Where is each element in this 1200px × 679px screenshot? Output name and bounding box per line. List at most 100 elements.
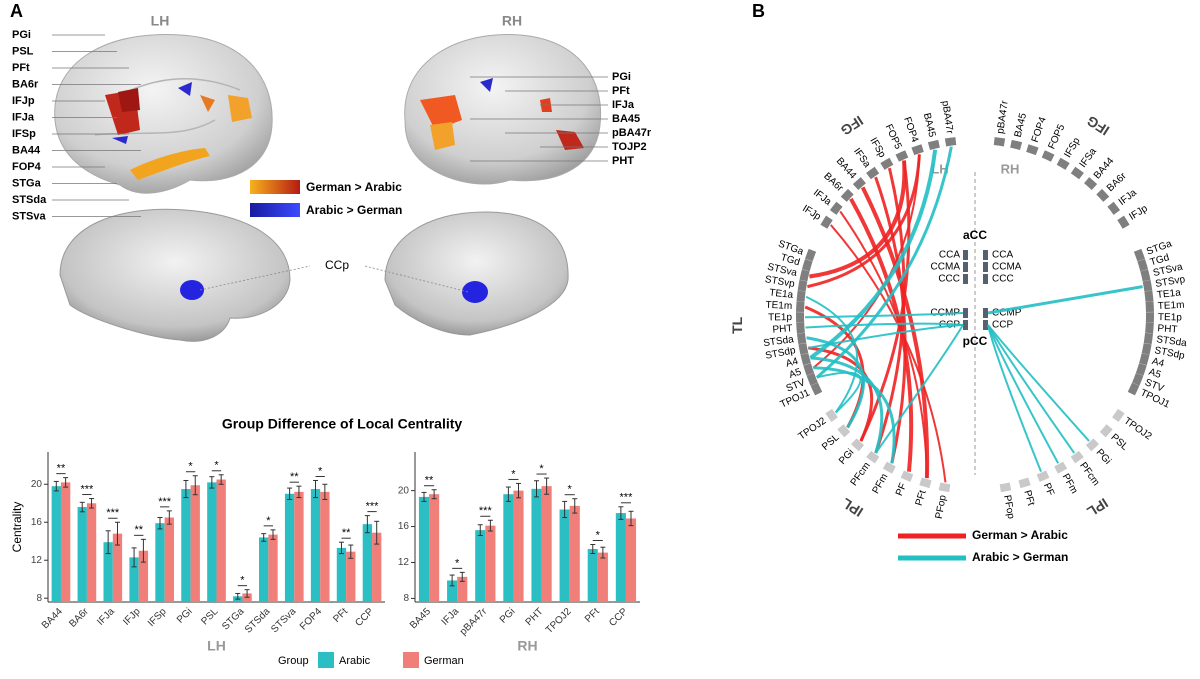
region-segment [1000, 486, 1010, 488]
region-label: PSL [820, 432, 842, 453]
region-label: PGi [12, 29, 31, 41]
region-label: IFJp [1127, 203, 1150, 223]
region-label: TPOJ2 [1122, 416, 1154, 443]
y-tick-label: 20 [398, 485, 410, 496]
region-segment [1103, 427, 1110, 435]
group-label: IFG [1084, 113, 1112, 139]
midline-label: CCMA [992, 262, 1022, 273]
x-tick-label: PGi [175, 606, 195, 626]
midline-label: CCC [992, 274, 1014, 285]
region-segment [844, 192, 851, 200]
region-label: IFSp [867, 136, 887, 160]
significance-label: *** [106, 507, 120, 519]
y-tick-label: 8 [36, 593, 42, 604]
bar [155, 523, 164, 602]
x-tick-label: CCP [353, 606, 376, 629]
y-tick-label: 16 [398, 521, 410, 532]
bar [598, 553, 608, 602]
x-tick-label: PFt [583, 606, 602, 625]
bar [191, 485, 200, 602]
region-label: PHT [612, 155, 634, 167]
lh-medial-brain [60, 209, 290, 341]
region-segment [1073, 170, 1081, 176]
significance-label: *** [80, 483, 94, 495]
bar [294, 492, 303, 602]
bar [475, 530, 485, 602]
bar [531, 489, 541, 602]
region-label: IFSp [12, 128, 36, 140]
midline-label: CCA [992, 250, 1013, 261]
significance-label: ** [134, 524, 143, 536]
region-segment [1141, 260, 1144, 270]
midline-label: CCP [992, 320, 1013, 331]
region-segment [801, 291, 802, 301]
region-segment [882, 161, 891, 166]
region-segment [810, 374, 814, 384]
region-segment [833, 204, 839, 212]
midline-segment [963, 250, 968, 260]
y-tick-label: 20 [31, 479, 43, 490]
region-label: pBA47r [995, 99, 1011, 134]
y-tick-label: 8 [403, 593, 409, 604]
bar [207, 482, 216, 602]
x-axis-label: LH [207, 638, 226, 654]
x-tick-label: pBA47r [458, 606, 490, 638]
legend-label: Arabic > German [306, 203, 402, 217]
bar [570, 506, 580, 602]
x-tick-label: TPOJ2 [544, 606, 574, 636]
bar [285, 494, 294, 602]
region-segment [1087, 180, 1095, 187]
x-axis-label: RH [517, 638, 537, 654]
region-label: STSva [12, 210, 47, 222]
x-tick-label: FOP4 [298, 606, 325, 633]
region-segment [1111, 204, 1117, 212]
region-segment [885, 465, 894, 470]
region-segment [1146, 344, 1148, 354]
x-tick-label: IFJa [95, 606, 117, 628]
region-label: PF [1041, 482, 1056, 498]
legend-label: German > Arabic [972, 528, 1068, 542]
midline-segment [983, 262, 988, 272]
region-label: BA6r [12, 78, 39, 90]
region-label: FOP4 [1030, 115, 1049, 144]
region-segment [800, 323, 801, 333]
region-label: IFSa [1078, 146, 1100, 170]
region-segment [1144, 270, 1146, 280]
bar [513, 491, 523, 602]
region-segment [854, 441, 862, 448]
region-label: PGi [1094, 447, 1113, 467]
significance-label: *** [366, 501, 380, 513]
region-segment [1138, 250, 1142, 260]
region-label: TE1m [1158, 300, 1185, 312]
significance-label: ** [57, 463, 66, 475]
region-segment [1149, 323, 1150, 333]
region-segment [1121, 218, 1127, 227]
region-segment [809, 250, 813, 260]
region-segment [940, 486, 950, 488]
region-label: FOP5 [1047, 122, 1068, 151]
significance-label: ** [342, 527, 351, 539]
region-label: IFJa [12, 111, 35, 123]
panel-letter: A [10, 1, 23, 21]
region-label: TE1a [769, 287, 794, 301]
group-label: IFG [838, 113, 866, 139]
connection-chord [988, 325, 1074, 453]
region-segment [913, 148, 923, 151]
x-tick-label: CCP [607, 606, 630, 629]
group-label: TL [729, 316, 745, 334]
bar [363, 524, 372, 602]
significance-label: * [240, 575, 245, 587]
region-segment [1089, 441, 1097, 448]
x-tick-label: BA6r [67, 606, 91, 630]
midline-label: CCMA [931, 262, 961, 273]
region-label: PSL [12, 45, 34, 57]
hemisphere-label: RH [502, 13, 522, 29]
region-label: PFt [612, 85, 630, 97]
region-label: IFSa [851, 146, 873, 170]
region-segment [856, 180, 864, 187]
midline-segment [983, 250, 988, 260]
chart-title: Group Difference of Local Centrality [222, 416, 463, 432]
region-label: PFt [914, 489, 929, 507]
region-segment [1136, 374, 1140, 384]
